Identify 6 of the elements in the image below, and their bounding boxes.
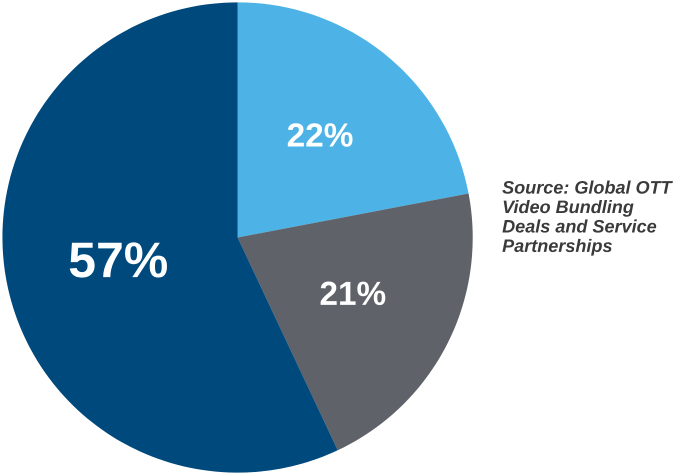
data-label: 21% (320, 282, 386, 306)
data-label: 57% (70, 242, 167, 278)
pie-slice (238, 2, 469, 238)
source-note: Source: Global OTT Video Bundling Deals and Service Partnerships (502, 180, 673, 256)
pie-slice (238, 193, 473, 450)
data-label: 22% (288, 123, 353, 147)
